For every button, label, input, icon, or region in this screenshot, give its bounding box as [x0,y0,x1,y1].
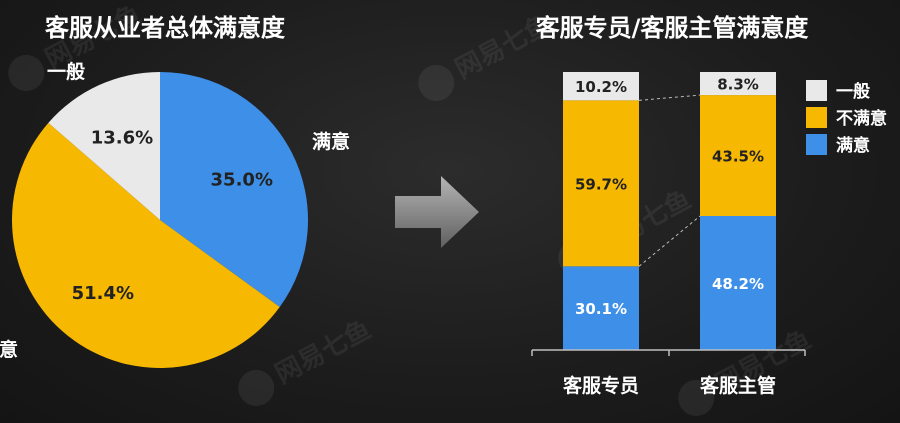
bar-value-label: 30.1% [575,300,627,318]
pie-value-label: 51.4% [72,283,134,304]
legend-swatch [806,80,827,101]
bar-chart-title: 客服专员/客服主管满意度 [536,14,810,42]
pie-value-label: 13.6% [91,127,153,148]
bar-value-label: 59.7% [575,175,627,193]
pie-slice-2 [12,122,280,368]
legend-swatch [806,134,827,155]
legend-swatch [806,107,827,128]
right-arrow-icon [395,176,479,248]
bar-segment [700,72,776,96]
bar-value-label: 8.3% [717,76,759,94]
pie-slice-3 [48,72,160,220]
pie-category-label: 满意 [312,130,350,153]
bar-value-label: 43.5% [712,148,764,166]
bar-category-label: 客服专员 [563,374,639,397]
pie-chart: 35.0% 满意 51.4% 不满意 13.6% 一般 [0,60,350,368]
bar-segment [563,266,639,350]
series-connector-line [638,94,701,101]
bar-segment [563,72,639,101]
pie-chart-title: 客服从业者总体满意度 [45,14,286,42]
legend-label: 不满意 [836,108,887,129]
watermark-logo-icon [8,54,45,91]
legend-label: 一般 [836,81,870,102]
pie-value-label: 35.0% [211,169,273,190]
legend-label: 满意 [836,135,870,156]
pie-category-label: 一般 [47,60,85,83]
bar-category-label: 客服主管 [700,374,776,397]
bar-segment [563,100,639,267]
bar-segment [700,95,776,217]
watermark-logo-icon [678,379,715,416]
series-connector-line [638,215,701,267]
watermark-text: 网易七鱼 [270,315,376,390]
bar-value-label: 48.2% [712,275,764,293]
bar-segment [700,216,776,350]
watermark-logo-icon [418,64,455,101]
pie-slice-1 [160,72,308,307]
stacked-bar-chart: 30.1% 59.7% 10.2% 客服专员 48.2% 43.5% 8.3% 客服主管 一般不… [531,72,887,397]
pie-category-label: 不满意 [0,338,18,361]
bar-value-label: 10.2% [575,78,627,96]
watermark-logo-icon [238,369,275,406]
